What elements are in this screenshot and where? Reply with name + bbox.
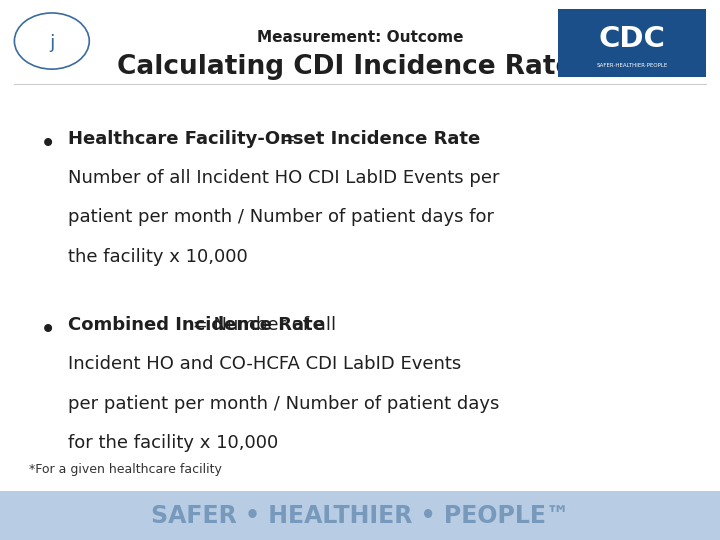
Text: = Number of all: = Number of all bbox=[187, 316, 336, 334]
Text: per patient per month / Number of patient days: per patient per month / Number of patien… bbox=[68, 395, 500, 413]
Text: •: • bbox=[40, 316, 56, 344]
Text: ⱼ: ⱼ bbox=[49, 25, 55, 55]
FancyBboxPatch shape bbox=[558, 9, 706, 77]
Text: Healthcare Facility-Onset Incidence Rate: Healthcare Facility-Onset Incidence Rate bbox=[68, 130, 481, 147]
Text: Number of all Incident HO CDI LabID Events per: Number of all Incident HO CDI LabID Even… bbox=[68, 169, 500, 187]
Text: *For a given healthcare facility: *For a given healthcare facility bbox=[29, 463, 222, 476]
Text: for the facility x 10,000: for the facility x 10,000 bbox=[68, 434, 279, 452]
FancyBboxPatch shape bbox=[0, 491, 720, 540]
Text: CDC: CDC bbox=[599, 25, 665, 53]
Text: patient per month / Number of patient days for: patient per month / Number of patient da… bbox=[68, 208, 495, 226]
Text: Measurement: Outcome: Measurement: Outcome bbox=[257, 30, 463, 45]
Text: •: • bbox=[40, 130, 56, 158]
Text: SAFER·HEALTHIER·PEOPLE: SAFER·HEALTHIER·PEOPLE bbox=[597, 63, 667, 69]
Text: =: = bbox=[275, 130, 296, 147]
Text: Calculating CDI Incidence Rates*: Calculating CDI Incidence Rates* bbox=[117, 54, 603, 80]
Circle shape bbox=[14, 13, 89, 69]
Text: the facility x 10,000: the facility x 10,000 bbox=[68, 248, 248, 266]
Text: Incident HO and CO-HCFA CDI LabID Events: Incident HO and CO-HCFA CDI LabID Events bbox=[68, 355, 462, 373]
Text: SAFER • HEALTHIER • PEOPLE™: SAFER • HEALTHIER • PEOPLE™ bbox=[150, 504, 570, 528]
Text: Combined Incidence Rate: Combined Incidence Rate bbox=[68, 316, 325, 334]
